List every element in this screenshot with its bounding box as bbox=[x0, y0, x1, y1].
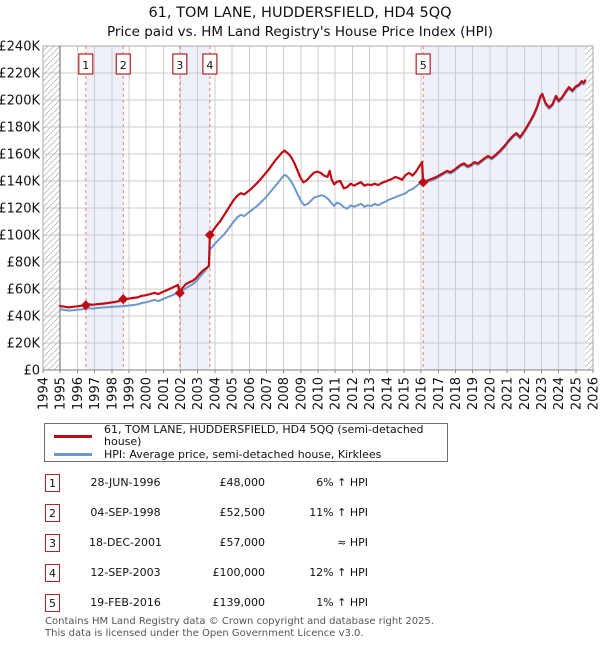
svg-text:2012: 2012 bbox=[346, 377, 361, 410]
chart-titles: 61, TOM LANE, HUDDERSFIELD, HD4 5QQ Pric… bbox=[0, 5, 600, 40]
chart-legend: 61, TOM LANE, HUDDERSFIELD, HD4 5QQ (sem… bbox=[44, 423, 448, 462]
svg-text:1998: 1998 bbox=[105, 377, 120, 410]
svg-text:£40K: £40K bbox=[7, 310, 41, 325]
sale-number-badge: 3 bbox=[45, 534, 60, 552]
legend-label-property: 61, TOM LANE, HUDDERSFIELD, HD4 5QQ (sem… bbox=[104, 423, 424, 449]
svg-text:2008: 2008 bbox=[277, 377, 292, 410]
hpi-line-swatch bbox=[54, 453, 92, 457]
sale-price: £100,000 bbox=[212, 566, 266, 579]
sale-price: £57,000 bbox=[219, 536, 266, 549]
svg-text:2007: 2007 bbox=[260, 377, 275, 410]
svg-text:2016: 2016 bbox=[415, 377, 430, 410]
sale-vs-hpi: 12% ↑ HPI bbox=[309, 566, 368, 579]
table-row: 1 28-JUN-1996 £48,000 6% ↑ HPI bbox=[0, 468, 600, 498]
svg-text:1997: 1997 bbox=[88, 377, 103, 410]
table-row: 4 12-SEP-2003 £100,000 12% ↑ HPI bbox=[0, 558, 600, 588]
sales-table: 1 28-JUN-1996 £48,000 6% ↑ HPI 2 04-SEP-… bbox=[0, 468, 600, 618]
svg-text:2023: 2023 bbox=[535, 377, 550, 410]
svg-text:2004: 2004 bbox=[208, 377, 223, 410]
sale-price: £52,500 bbox=[219, 506, 266, 519]
sale-number-badge: 2 bbox=[45, 504, 60, 522]
sale-date: 28-JUN-1996 bbox=[90, 476, 161, 489]
footer-line-2: This data is licensed under the Open Gov… bbox=[45, 627, 364, 639]
sale-date: 04-SEP-1998 bbox=[90, 506, 161, 519]
svg-text:2002: 2002 bbox=[174, 377, 189, 410]
svg-text:2017: 2017 bbox=[432, 377, 447, 410]
svg-text:£200K: £200K bbox=[0, 94, 40, 109]
legend-item-property: 61, TOM LANE, HUDDERSFIELD, HD4 5QQ (sem… bbox=[45, 424, 447, 448]
legend-item-hpi: HPI: Average price, semi-detached house,… bbox=[45, 447, 447, 461]
svg-text:2018: 2018 bbox=[449, 377, 464, 410]
svg-text:2021: 2021 bbox=[501, 377, 516, 410]
svg-text:£140K: £140K bbox=[0, 175, 40, 190]
sale-price: £48,000 bbox=[219, 476, 266, 489]
svg-text:1995: 1995 bbox=[54, 377, 69, 410]
price-history-chart: 1 2 3 4 5 £0 £20K £40K £60K £80K £100K £120K £140K £1… bbox=[0, 40, 600, 410]
svg-text:2010: 2010 bbox=[312, 377, 327, 410]
svg-text:£160K: £160K bbox=[0, 148, 40, 163]
svg-text:2005: 2005 bbox=[226, 377, 241, 410]
svg-text:2024: 2024 bbox=[552, 377, 567, 410]
sale-number-badge: 5 bbox=[45, 594, 60, 612]
svg-text:£0: £0 bbox=[23, 364, 40, 379]
footer-line-1: Contains HM Land Registry data © Crown c… bbox=[45, 616, 434, 627]
svg-text:2013: 2013 bbox=[363, 377, 378, 410]
svg-text:£220K: £220K bbox=[0, 67, 40, 82]
table-row: 3 18-DEC-2001 £57,000 ≈ HPI bbox=[0, 528, 600, 558]
svg-text:£20K: £20K bbox=[7, 337, 41, 352]
svg-text:1999: 1999 bbox=[122, 377, 137, 410]
sale-number-badge: 1 bbox=[45, 474, 60, 492]
svg-text:£100K: £100K bbox=[0, 229, 40, 244]
svg-text:2003: 2003 bbox=[191, 377, 206, 410]
page-subtitle: Price paid vs. HM Land Registry's House … bbox=[107, 24, 493, 40]
svg-text:2026: 2026 bbox=[587, 377, 600, 410]
svg-text:£120K: £120K bbox=[0, 202, 40, 217]
svg-text:2000: 2000 bbox=[140, 377, 155, 410]
sale-number-badge: 4 bbox=[45, 564, 60, 582]
svg-text:2014: 2014 bbox=[380, 377, 395, 410]
svg-text:2001: 2001 bbox=[157, 377, 172, 410]
svg-text:2: 2 bbox=[120, 59, 127, 72]
legend-label-hpi: HPI: Average price, semi-detached house,… bbox=[104, 447, 382, 461]
table-row: 2 04-SEP-1998 £52,500 11% ↑ HPI bbox=[0, 498, 600, 528]
svg-text:2006: 2006 bbox=[243, 377, 258, 410]
sale-vs-hpi: 6% ↑ HPI bbox=[316, 476, 368, 489]
svg-text:£60K: £60K bbox=[7, 283, 41, 298]
svg-text:1: 1 bbox=[82, 59, 89, 72]
svg-text:2011: 2011 bbox=[329, 377, 344, 410]
svg-text:2025: 2025 bbox=[569, 377, 584, 410]
svg-text:£80K: £80K bbox=[7, 256, 41, 271]
sale-date: 12-SEP-2003 bbox=[90, 566, 161, 579]
license-footer: Contains HM Land Registry data © Crown c… bbox=[45, 616, 434, 639]
page-title: 61, TOM LANE, HUDDERSFIELD, HD4 5QQ bbox=[148, 5, 452, 21]
sale-date: 19-FEB-2016 bbox=[90, 596, 161, 609]
svg-text:2020: 2020 bbox=[483, 377, 498, 410]
svg-text:2015: 2015 bbox=[397, 377, 412, 410]
sale-vs-hpi: ≈ HPI bbox=[337, 536, 368, 549]
svg-text:1994: 1994 bbox=[37, 377, 52, 410]
svg-text:5: 5 bbox=[420, 59, 427, 72]
svg-text:2009: 2009 bbox=[294, 377, 309, 410]
sale-vs-hpi: 1% ↑ HPI bbox=[316, 596, 368, 609]
svg-text:£240K: £240K bbox=[0, 40, 40, 55]
svg-text:3: 3 bbox=[176, 59, 183, 72]
svg-text:1996: 1996 bbox=[71, 377, 86, 410]
svg-text:£180K: £180K bbox=[0, 121, 40, 136]
svg-text:2022: 2022 bbox=[518, 377, 533, 410]
sale-price: £139,000 bbox=[212, 596, 266, 609]
table-row: 5 19-FEB-2016 £139,000 1% ↑ HPI bbox=[0, 588, 600, 618]
property-line-swatch bbox=[54, 434, 92, 438]
svg-text:4: 4 bbox=[206, 59, 213, 72]
svg-text:2019: 2019 bbox=[466, 377, 481, 410]
sale-vs-hpi: 11% ↑ HPI bbox=[309, 506, 368, 519]
sale-date: 18-DEC-2001 bbox=[88, 536, 163, 549]
